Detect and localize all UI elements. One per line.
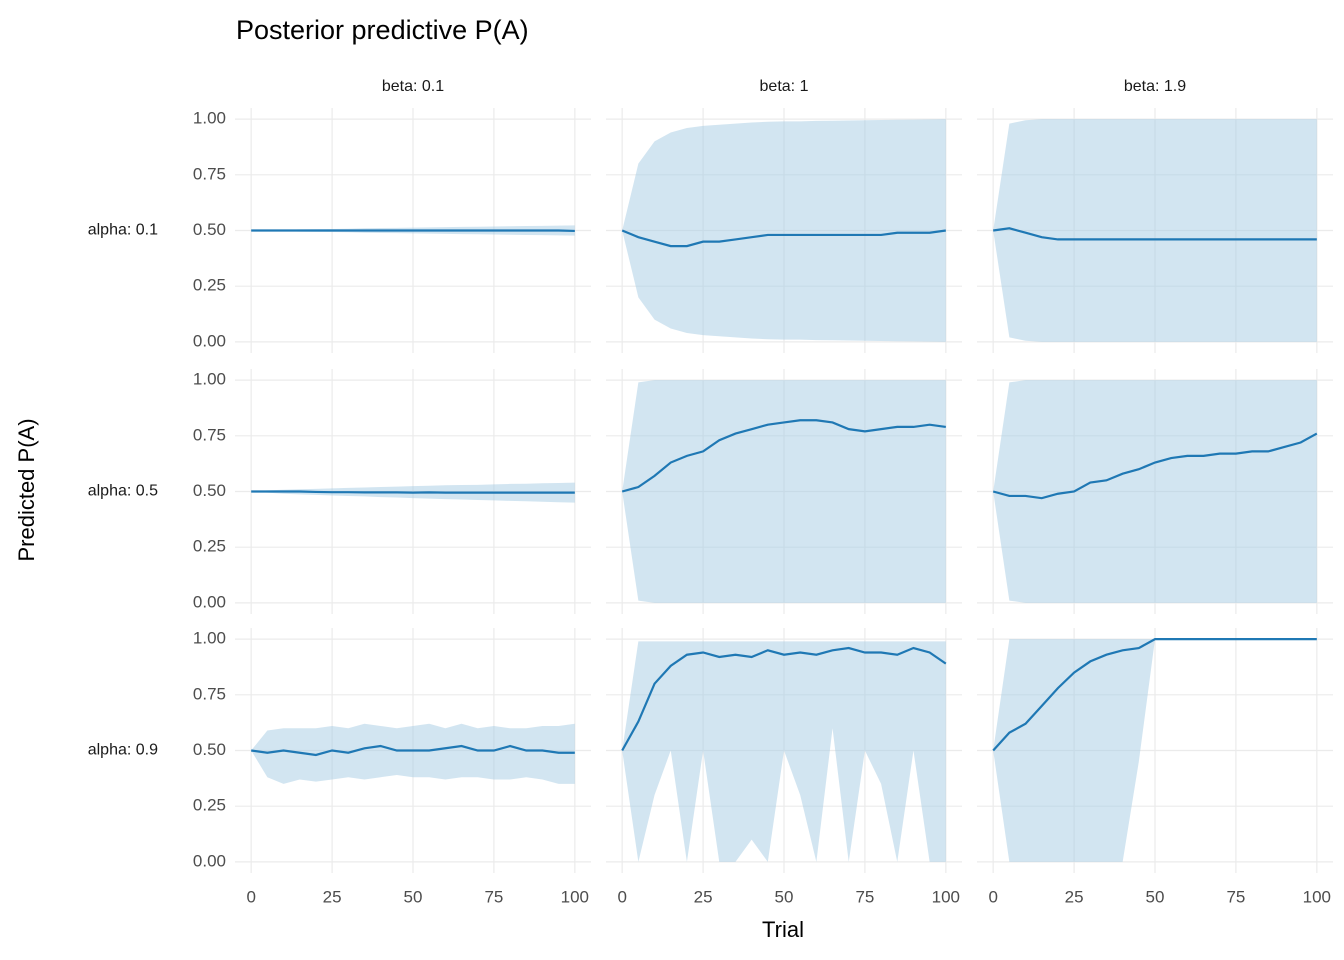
mean-line xyxy=(621,646,947,752)
ribbon xyxy=(622,119,946,342)
y-tick-label: 1.00 xyxy=(193,370,226,389)
mean-line xyxy=(992,638,1317,752)
x-tick-label: 100 xyxy=(1303,887,1331,906)
x-tick-label: 100 xyxy=(932,887,960,906)
y-tick-label: 1.00 xyxy=(193,109,226,128)
y-tick-label: 1.00 xyxy=(193,629,226,648)
facet-label: alpha: 0.1 xyxy=(88,222,158,239)
y-tick-label: 0.00 xyxy=(193,331,226,350)
y-tick-label: 0.50 xyxy=(193,220,226,239)
x-tick-label: 50 xyxy=(1146,887,1165,906)
mean-line xyxy=(992,432,1318,500)
y-tick-label: 0.50 xyxy=(193,481,226,500)
x-tick-label: 50 xyxy=(775,887,794,906)
ribbon xyxy=(622,380,946,603)
x-tick-label: 75 xyxy=(484,887,503,906)
x-tick-label: 0 xyxy=(617,887,626,906)
x-tick-label: 75 xyxy=(1226,887,1245,906)
y-tick-label: 0.25 xyxy=(193,537,226,556)
ribbon xyxy=(993,639,1317,862)
y-tick-label: 0.25 xyxy=(193,796,226,815)
facet-label: beta: 1 xyxy=(760,78,809,95)
y-tick-label: 0.75 xyxy=(193,164,226,183)
ribbon xyxy=(251,723,575,784)
x-tick-label: 0 xyxy=(988,887,997,906)
x-tick-label: 0 xyxy=(246,887,255,906)
y-tick-label: 0.50 xyxy=(193,740,226,759)
facet-label: beta: 1.9 xyxy=(1124,78,1186,95)
x-tick-label: 25 xyxy=(1065,887,1084,906)
x-tick-label: 75 xyxy=(855,887,874,906)
mean-line xyxy=(993,227,1317,241)
ribbon xyxy=(993,380,1317,603)
y-tick-label: 0.25 xyxy=(193,276,226,295)
x-tick-label: 100 xyxy=(561,887,589,906)
facet-label: alpha: 0.9 xyxy=(88,742,158,759)
facet-label: beta: 0.1 xyxy=(382,78,444,95)
facet-label: alpha: 0.5 xyxy=(88,483,158,500)
y-tick-label: 0.00 xyxy=(193,592,226,611)
mean-line xyxy=(251,744,575,757)
mean-line xyxy=(251,490,575,494)
ribbon xyxy=(993,119,1317,342)
y-tick-label: 0.75 xyxy=(193,684,226,703)
chart-title: Posterior predictive P(A) xyxy=(236,15,529,45)
y-axis-title: Predicted P(A) xyxy=(14,418,39,561)
ribbon xyxy=(622,641,946,862)
x-axis-title: Trial xyxy=(762,917,804,942)
y-tick-label: 0.75 xyxy=(193,425,226,444)
x-tick-label: 25 xyxy=(694,887,713,906)
x-tick-label: 25 xyxy=(323,887,342,906)
y-tick-label: 0.00 xyxy=(193,851,226,870)
mean-line xyxy=(621,419,946,493)
x-tick-label: 50 xyxy=(404,887,423,906)
mean-line xyxy=(621,229,946,248)
